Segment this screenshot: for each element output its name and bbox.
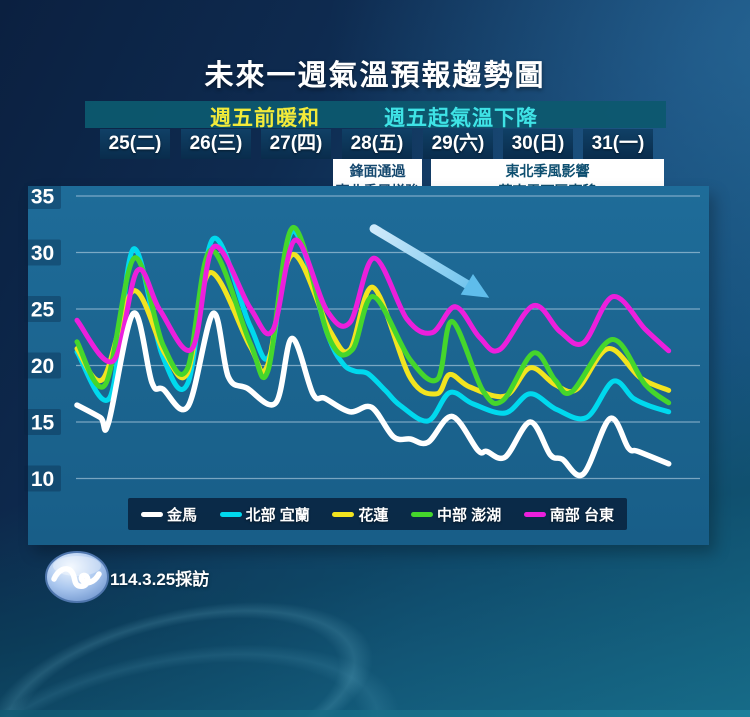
- legend-color-dash: [523, 511, 546, 517]
- legend-item: 花蓮: [332, 504, 388, 525]
- legend-item: 南部 台東: [523, 504, 614, 525]
- chart-plot-area: [28, 186, 709, 545]
- date-label: 26(三): [181, 129, 251, 159]
- callout-line: 鋒面通過: [349, 163, 406, 179]
- legend-color-dash: [219, 511, 242, 517]
- date-label: 25(二): [100, 129, 170, 159]
- source-date-caption: 114.3.25採訪: [110, 570, 210, 589]
- chart-legend: 金馬 北部 宜蘭 花蓮 中部 澎湖 南部 台東: [128, 498, 627, 530]
- date-label: 29(六): [423, 129, 493, 159]
- date-label: 27(四): [261, 129, 331, 159]
- cool-period-label: 週五起氣溫下降: [384, 107, 538, 130]
- page-title: 未來一週氣溫預報趨勢圖: [204, 60, 546, 92]
- date-label: 28(五): [342, 129, 412, 159]
- legend-color-dash: [411, 511, 434, 517]
- date-label: 30(日): [503, 129, 573, 159]
- subtitle-band: 週五前暖和 週五起氣溫下降: [85, 101, 666, 130]
- legend-label: 南部 台東: [549, 506, 614, 524]
- callout-line: 東北季風影響: [505, 163, 590, 179]
- legend-item: 北部 宜蘭: [219, 504, 310, 525]
- legend-item: 金馬: [141, 504, 197, 525]
- legend-item: 中部 澎湖: [411, 504, 501, 525]
- weather-bureau-logo-icon: [45, 551, 109, 603]
- warm-period-label: 週五前暖和: [210, 107, 320, 130]
- legend-label: 花蓮: [358, 506, 389, 524]
- legend-label: 北部 宜蘭: [245, 506, 310, 524]
- bottom-accent-strip: [0, 710, 750, 717]
- date-label: 31(一): [583, 129, 653, 159]
- legend-color-dash: [141, 511, 163, 517]
- footer: 114.3.25採訪: [0, 545, 750, 615]
- legend-label: 中部 澎湖: [437, 506, 502, 524]
- date-axis-row: 25(二) 26(三) 27(四) 28(五) 29(六) 30(日) 31(一): [0, 129, 750, 159]
- legend-label: 金馬: [167, 506, 198, 524]
- legend-color-dash: [332, 511, 355, 517]
